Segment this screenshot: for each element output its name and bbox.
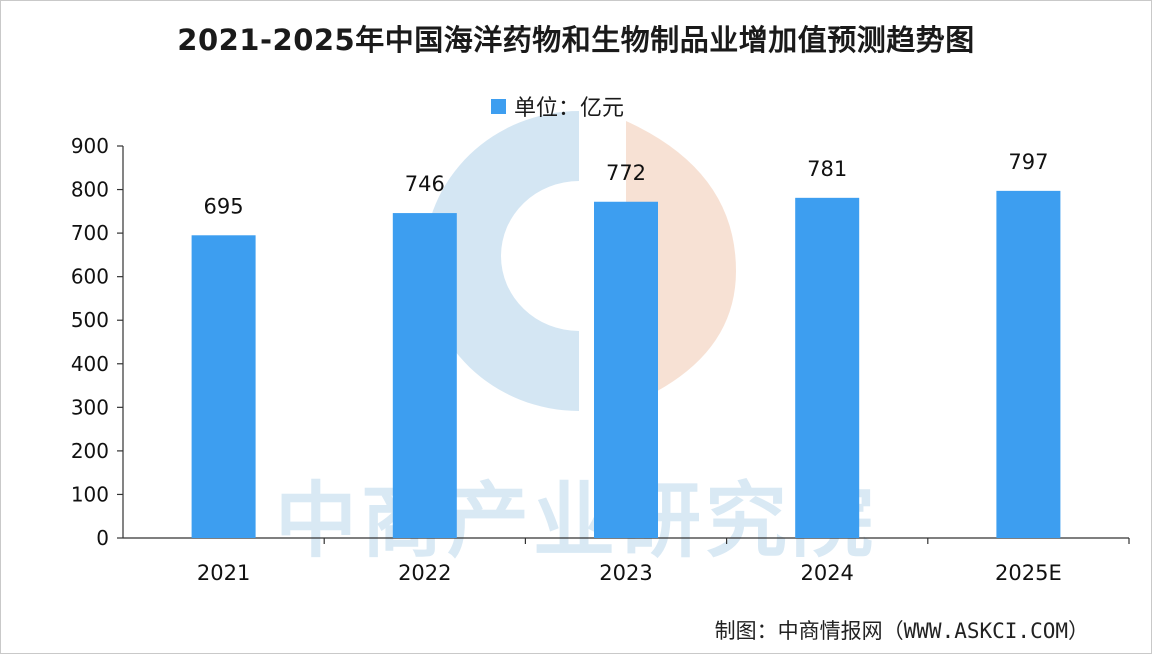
data-label: 797 — [1008, 150, 1048, 174]
data-label: 695 — [204, 194, 244, 218]
bar-chart: 中商产业研究院 0 100 200 300 400 500 600 700 800 900 695… — [71, 111, 1130, 585]
bar — [795, 197, 860, 538]
x-tick-label: 2023 — [599, 561, 652, 585]
chart-legend: 单位：亿元 — [491, 91, 624, 121]
chart-axes: 0 100 200 300 400 500 600 700 800 900 — [71, 134, 1129, 550]
y-tick-label: 700 — [71, 221, 109, 245]
bar — [191, 235, 256, 539]
x-tick-label: 2025E — [995, 561, 1062, 585]
y-tick-label: 100 — [71, 482, 109, 506]
source-credit: 制图：中商情报网（WWW.ASKCI.COM） — [714, 619, 1089, 643]
y-tick-label: 0 — [96, 526, 109, 550]
watermark: 中商产业研究院 — [275, 111, 877, 569]
y-tick-label: 200 — [71, 439, 109, 463]
bar — [392, 213, 457, 538]
legend-label: 单位：亿元 — [514, 96, 625, 121]
bar — [996, 190, 1061, 538]
y-tick-label: 800 — [71, 178, 109, 202]
chart-title: 2021-2025年中国海洋药物和生物制品业增加值预测趋势图 — [177, 23, 975, 57]
y-tick-label: 400 — [71, 352, 109, 376]
data-label: 746 — [405, 172, 445, 196]
x-tick-label: 2022 — [398, 561, 451, 585]
legend-swatch — [491, 98, 506, 114]
data-label: 772 — [606, 161, 646, 185]
y-tick-label: 300 — [71, 395, 109, 419]
y-tick-label: 600 — [71, 265, 109, 289]
watermark-text: 中商产业研究院 — [275, 474, 877, 569]
watermark-logo-blue — [424, 111, 579, 411]
y-tick-label: 900 — [71, 134, 109, 158]
bar-series: 695 2021 746 2022 772 2023 781 2024 797 2025E — [191, 150, 1130, 585]
y-tick-label: 500 — [71, 308, 109, 332]
bar — [594, 201, 658, 539]
data-label: 781 — [807, 157, 847, 181]
x-tick-label: 2024 — [800, 561, 853, 585]
x-tick-label: 2021 — [197, 561, 250, 585]
